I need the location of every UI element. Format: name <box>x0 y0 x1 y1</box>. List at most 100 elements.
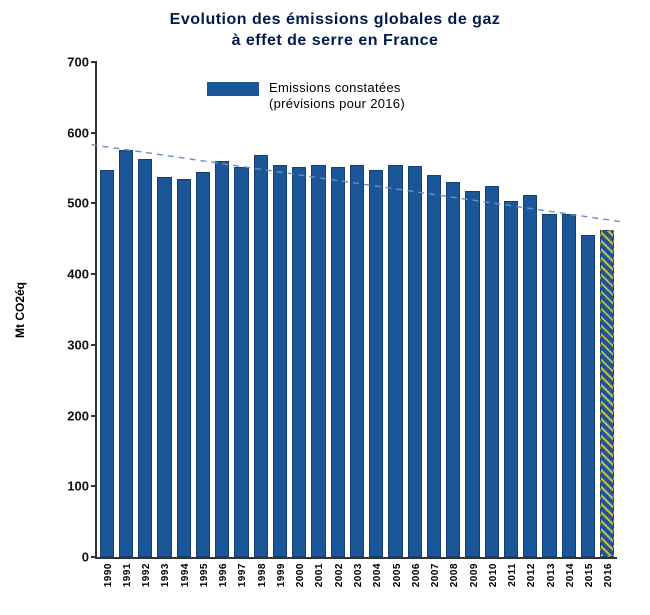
x-tick-label: 1994 <box>180 557 191 587</box>
x-tick-label: 2004 <box>372 557 383 587</box>
x-tick-label: 2015 <box>584 557 595 587</box>
x-tick-label: 1998 <box>257 557 268 587</box>
x-tick-label: 2003 <box>353 557 364 587</box>
bar <box>504 201 518 557</box>
y-tick-label: 600 <box>47 125 89 140</box>
bar-slot: 2008 <box>444 62 463 557</box>
bar <box>465 191 479 557</box>
y-tick-label: 700 <box>47 55 89 70</box>
x-tick-label: 2005 <box>392 557 403 587</box>
bar <box>292 167 306 557</box>
bar-slot: 1990 <box>97 62 116 557</box>
chart-title-line1: Evolution des émissions globales de gaz <box>170 11 501 28</box>
bar <box>100 170 114 558</box>
y-tick-mark <box>91 273 97 275</box>
y-axis-label: Mt CO2éq <box>13 282 27 338</box>
bars-layer: 1990199119921993199419951996199719981999… <box>97 62 617 557</box>
bar-slot: 2009 <box>463 62 482 557</box>
x-tick-label: 1991 <box>122 557 133 587</box>
x-tick-label: 2012 <box>526 557 537 587</box>
bar-slot: 1993 <box>155 62 174 557</box>
bar-slot: 1999 <box>270 62 289 557</box>
legend: Emissions constatées (prévisions pour 20… <box>207 80 405 113</box>
y-tick-label: 400 <box>47 267 89 282</box>
legend-text: Emissions constatées (prévisions pour 20… <box>269 80 405 113</box>
bar <box>311 165 325 557</box>
y-tick-mark <box>91 556 97 558</box>
bar-slot: 2002 <box>328 62 347 557</box>
bar-slot: 1995 <box>193 62 212 557</box>
y-tick-label: 500 <box>47 196 89 211</box>
bar-slot: 2001 <box>309 62 328 557</box>
bar <box>254 155 268 557</box>
bar-slot: 2004 <box>367 62 386 557</box>
bar-slot: 1994 <box>174 62 193 557</box>
y-tick-mark <box>91 132 97 134</box>
bar-slot: 1997 <box>232 62 251 557</box>
legend-line1: Emissions constatées <box>269 80 401 95</box>
y-tick-mark <box>91 202 97 204</box>
chart-title: Evolution des émissions globales de gaz … <box>60 10 610 52</box>
bar-slot: 2010 <box>482 62 501 557</box>
chart-title-line2: à effet de serre en France <box>232 32 439 49</box>
x-tick-label: 2007 <box>430 557 441 587</box>
bar-slot: 2003 <box>347 62 366 557</box>
x-tick-label: 2010 <box>488 557 499 587</box>
x-tick-label: 2001 <box>314 557 325 587</box>
bar-slot: 2005 <box>386 62 405 557</box>
bar <box>427 175 441 557</box>
bar <box>581 235 595 557</box>
bar-slot: 2013 <box>540 62 559 557</box>
x-tick-label: 1999 <box>276 557 287 587</box>
y-tick-mark <box>91 485 97 487</box>
legend-line2: (prévisions pour 2016) <box>269 96 405 111</box>
x-tick-label: 2000 <box>295 557 306 587</box>
bar-slot: 2007 <box>424 62 443 557</box>
bar <box>523 195 537 557</box>
bar <box>177 179 191 557</box>
bar <box>234 167 248 557</box>
x-tick-label: 2006 <box>411 557 422 587</box>
bar <box>215 161 229 557</box>
x-tick-label: 2011 <box>507 557 518 587</box>
bar <box>485 186 499 557</box>
x-tick-label: 1990 <box>103 557 114 587</box>
bar <box>562 214 576 557</box>
bar <box>119 150 133 557</box>
bar-forecast <box>600 230 614 557</box>
bar <box>542 214 556 557</box>
bar <box>331 167 345 557</box>
bar <box>408 166 422 557</box>
y-tick-mark <box>91 344 97 346</box>
bar-slot: 2015 <box>578 62 597 557</box>
x-tick-label: 1992 <box>141 557 152 587</box>
x-tick-label: 2002 <box>334 557 345 587</box>
y-tick-mark <box>91 415 97 417</box>
bar <box>157 177 171 557</box>
x-tick-label: 2013 <box>546 557 557 587</box>
bar <box>138 159 152 557</box>
x-tick-label: 2014 <box>565 557 576 587</box>
bar-slot: 1991 <box>116 62 135 557</box>
bar <box>388 165 402 557</box>
y-tick-label: 100 <box>47 479 89 494</box>
bar-slot: 2000 <box>290 62 309 557</box>
bar-slot: 2016 <box>598 62 617 557</box>
bar-slot: 2006 <box>405 62 424 557</box>
bar-slot: 2012 <box>521 62 540 557</box>
bar-slot: 2014 <box>559 62 578 557</box>
y-tick-mark <box>91 61 97 63</box>
chart-container: Evolution des émissions globales de gaz … <box>0 0 650 615</box>
bar <box>196 172 210 557</box>
x-tick-label: 1995 <box>199 557 210 587</box>
bar-slot: 2011 <box>501 62 520 557</box>
bar <box>273 165 287 557</box>
legend-swatch <box>207 82 259 96</box>
bar <box>350 165 364 557</box>
bar <box>446 182 460 557</box>
bar <box>369 170 383 558</box>
x-tick-label: 1997 <box>237 557 248 587</box>
y-tick-label: 0 <box>47 550 89 565</box>
x-tick-label: 1996 <box>218 557 229 587</box>
y-tick-label: 300 <box>47 337 89 352</box>
